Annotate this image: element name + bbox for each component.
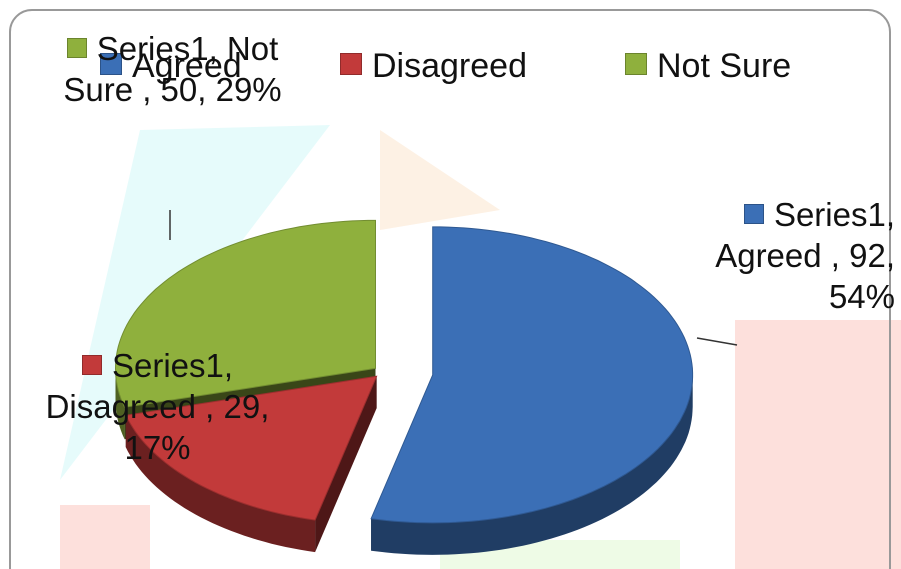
legend-item: Not Sure — [625, 44, 791, 88]
data-label-text: Series1, Not Sure , 50, 29% — [63, 30, 282, 108]
leader-line — [696, 337, 738, 346]
slice-face — [315, 376, 377, 553]
slice — [114, 219, 376, 408]
legend-label: Not Sure — [657, 47, 792, 85]
slice — [125, 375, 378, 521]
legend-key — [100, 53, 122, 75]
chart-border — [9, 9, 891, 569]
legend-label: Agreed — [132, 47, 242, 85]
slice-side — [371, 374, 693, 555]
legend-key — [625, 53, 647, 75]
data-label-text: Series1, Disagreed , 29, 17% — [45, 347, 270, 466]
data-label: Series1, Agreed , 92, 54% — [690, 194, 895, 317]
legend-item: Disagreed — [340, 44, 527, 88]
data-label-key — [81, 355, 102, 375]
watermark — [735, 320, 901, 569]
legend-label: Disagreed — [372, 47, 527, 85]
slice-side — [115, 368, 125, 440]
data-label-key — [743, 204, 764, 224]
data-label-text: Series1, Agreed , 92, 54% — [715, 196, 895, 315]
watermark — [60, 505, 150, 569]
legend-key — [340, 53, 362, 75]
slice — [370, 226, 694, 524]
watermark — [380, 130, 500, 230]
slice-side — [125, 415, 316, 553]
legend-item: Agreed — [100, 44, 242, 88]
data-label-key — [66, 38, 87, 58]
data-label: Series1, Not Sure , 50, 29% — [50, 28, 295, 110]
data-label: Series1, Disagreed , 29, 17% — [40, 345, 275, 468]
